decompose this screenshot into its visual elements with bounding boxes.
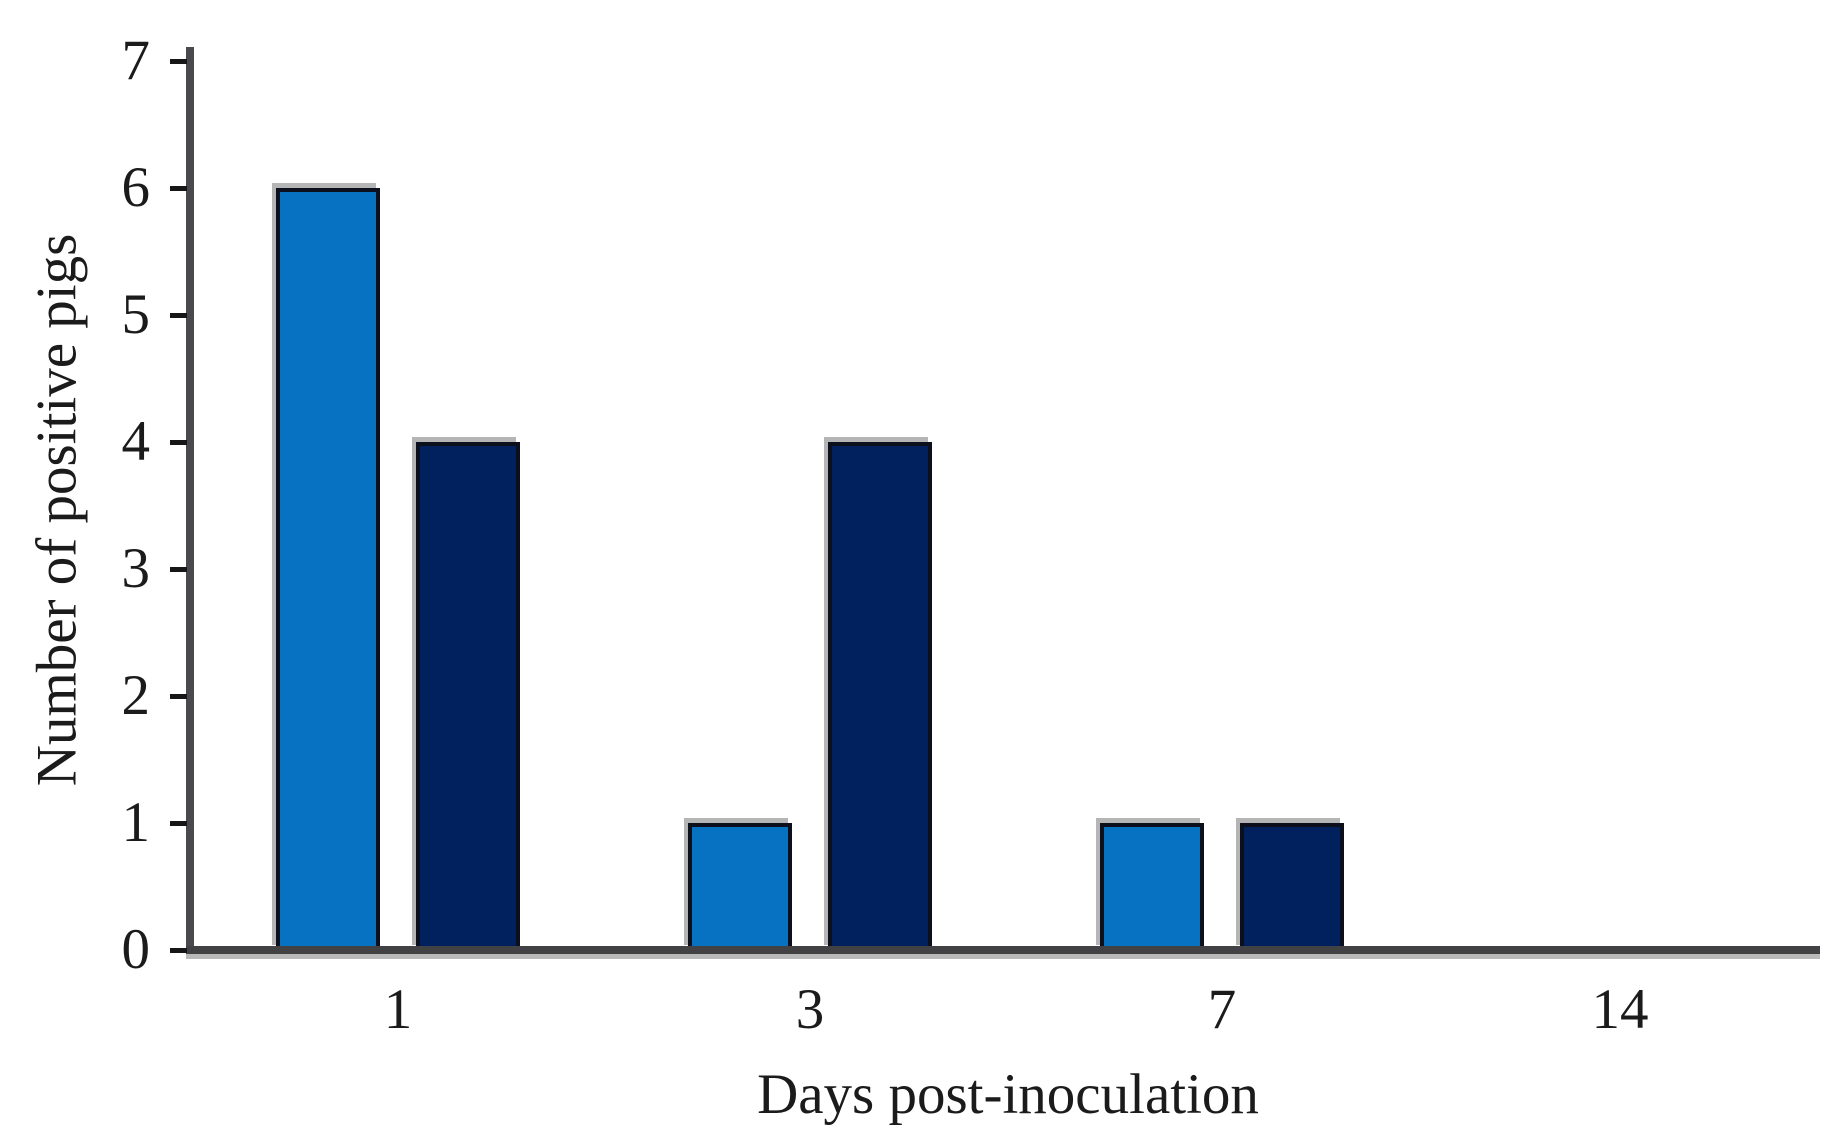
y-tick-label: 3 <box>121 537 151 600</box>
x-tick-label: 7 <box>1207 978 1237 1041</box>
x-axis-line <box>186 946 1820 954</box>
bar-light-blue-series-day-1 <box>276 188 380 950</box>
y-tick-label: 4 <box>121 410 151 473</box>
x-tick-label: 3 <box>795 978 825 1041</box>
bar-dark-navy-series-day-1 <box>416 442 520 950</box>
y-tick-label: 1 <box>121 791 151 854</box>
bar-light-blue-series-day-3 <box>688 823 792 950</box>
y-tick-mark <box>170 821 187 826</box>
y-tick-mark <box>170 440 187 445</box>
y-tick-mark <box>170 59 187 64</box>
y-tick-label: 2 <box>121 664 151 727</box>
bar-light-blue-series-day-7 <box>1100 823 1204 950</box>
y-tick-label: 0 <box>121 918 151 981</box>
y-tick-mark <box>170 948 187 953</box>
y-tick-mark <box>170 567 187 572</box>
x-axis-title: Days post-inoculation <box>757 1063 1259 1126</box>
y-tick-mark <box>170 313 187 318</box>
y-tick-mark <box>170 694 187 699</box>
bar-dark-navy-series-day-3 <box>828 442 932 950</box>
y-tick-label: 5 <box>121 283 151 346</box>
bar-dark-navy-series-day-7 <box>1240 823 1344 950</box>
x-tick-label: 1 <box>383 978 413 1041</box>
x-tick-label: 14 <box>1591 978 1649 1041</box>
y-tick-label: 7 <box>121 29 151 92</box>
y-tick-mark <box>170 186 187 191</box>
y-axis-line <box>186 47 194 954</box>
y-tick-label: 6 <box>121 156 151 219</box>
